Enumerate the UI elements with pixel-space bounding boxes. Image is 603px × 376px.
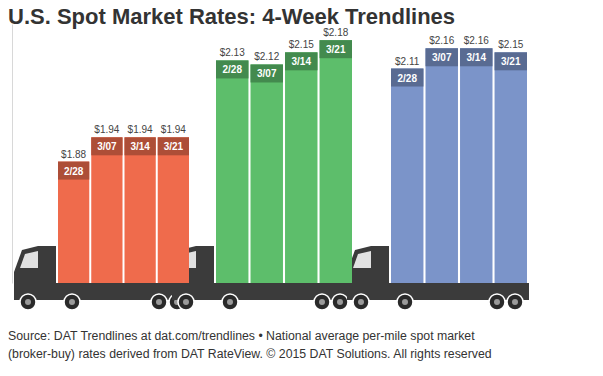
chart: U.S. Spot Market Rates: 4-Week Trendline… [0, 0, 603, 376]
bar [124, 137, 155, 283]
category-label: 3/21 [164, 141, 184, 152]
category-label: 2/28 [222, 64, 242, 75]
truck-wheel [178, 294, 194, 310]
truck-wheel [20, 294, 36, 310]
bars [58, 40, 527, 283]
category-label: 3/14 [467, 52, 487, 63]
category-label: 2/28 [64, 166, 84, 177]
source-note: Source: DAT Trendlines at dat.com/trendl… [8, 329, 475, 343]
truck-wheel [489, 294, 505, 310]
bar-cap [426, 48, 458, 66]
data-label: $1.94 [94, 124, 119, 135]
category-label: 3/21 [326, 44, 346, 55]
data-label: $1.88 [61, 149, 86, 160]
truck-wheel [222, 294, 238, 310]
bar-cap [285, 52, 317, 70]
truck-window [353, 251, 371, 268]
data-label: $1.94 [161, 124, 186, 135]
data-label: $2.18 [323, 27, 348, 38]
truck-hub [319, 299, 325, 305]
truck-wheel [64, 294, 80, 310]
truck-hub [358, 299, 364, 305]
bar [320, 40, 352, 283]
bar-cap [91, 137, 122, 155]
category-label: 3/14 [292, 56, 312, 67]
bar [285, 52, 317, 283]
source-note: (broker-buy) rates derived from DAT Rate… [8, 347, 492, 361]
truck-cab [14, 246, 56, 300]
bar-cap [495, 52, 527, 70]
truck-hub [494, 299, 500, 305]
bar-cap [460, 48, 492, 66]
bar-cap [124, 137, 155, 155]
category-label: 3/07 [257, 68, 277, 79]
truck-cab [347, 246, 389, 300]
bar [58, 162, 89, 283]
data-label: $2.11 [395, 56, 420, 67]
truck-hub [512, 299, 518, 305]
data-label: $2.12 [254, 51, 279, 62]
truck-wheel [314, 294, 330, 310]
bar [251, 64, 283, 283]
truck-hub [227, 299, 233, 305]
category-label: 3/07 [97, 141, 117, 152]
bar [91, 137, 122, 283]
data-label: $2.15 [289, 39, 314, 50]
bar-cap [320, 40, 352, 58]
title: U.S. Spot Market Rates: 4-Week Trendline… [8, 4, 455, 29]
category-label: 3/14 [130, 141, 150, 152]
bar [495, 52, 527, 283]
truck-hub [183, 299, 189, 305]
data-label: $1.94 [128, 124, 153, 135]
y-axis-line [12, 25, 13, 284]
truck-wheel [397, 294, 413, 310]
truck-wheel [332, 294, 348, 310]
truck-wheel [353, 294, 369, 310]
data-label: $2.13 [220, 47, 245, 58]
bar [216, 60, 248, 283]
labels: 2/28 $1.88 3/07 $1.94 3/14 $1.94 3/21 $1.94 2/28… [61, 27, 524, 176]
truck-hub [337, 299, 343, 305]
data-label: $2.16 [429, 35, 454, 46]
bar-cap [216, 60, 248, 78]
bar [158, 137, 189, 283]
y-axis [12, 25, 13, 284]
bar-cap [158, 137, 189, 155]
data-label: $2.15 [498, 39, 523, 50]
category-label: 2/28 [397, 73, 417, 84]
truck-hub [25, 299, 31, 305]
truck-hub [69, 299, 75, 305]
truck-window [20, 251, 38, 268]
truck-hub [402, 299, 408, 305]
category-label: 3/21 [501, 56, 521, 67]
truck-wheel [507, 294, 523, 310]
truck-wheel [151, 294, 167, 310]
bar-cap [251, 64, 283, 82]
bar [391, 69, 423, 283]
data-label: $2.16 [464, 35, 489, 46]
category-label: 3/07 [432, 52, 452, 63]
bar-cap [58, 162, 89, 180]
bar-cap [391, 69, 423, 87]
truck-hub [156, 299, 162, 305]
bar [426, 48, 458, 283]
bar [460, 48, 492, 283]
